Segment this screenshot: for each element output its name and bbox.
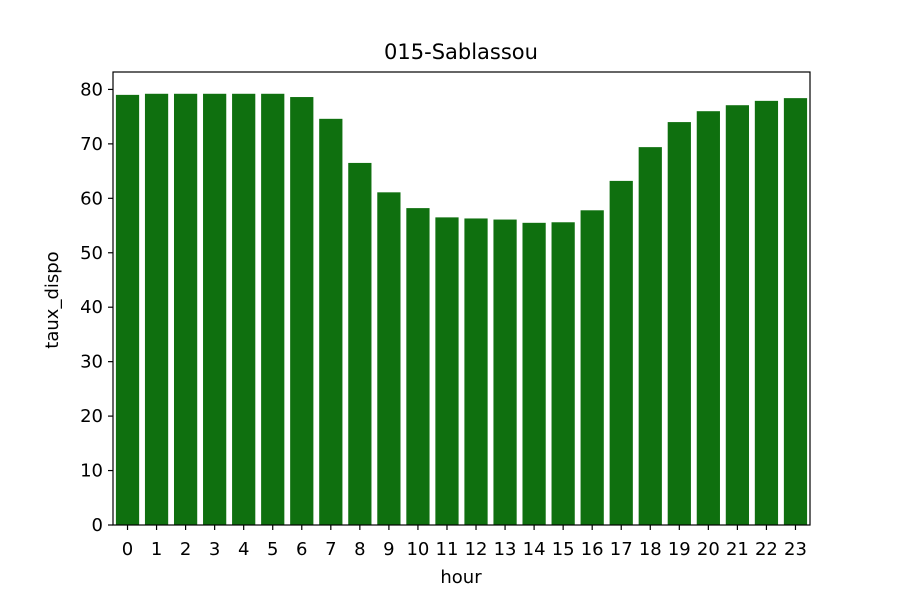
bar-hour-9 xyxy=(377,192,401,525)
bar-hour-6 xyxy=(290,97,314,526)
bar-hour-7 xyxy=(319,118,343,525)
x-tick-label: 15 xyxy=(552,539,575,560)
bar-hour-10 xyxy=(406,208,430,525)
bar-hour-15 xyxy=(551,222,575,525)
y-tick-label: 40 xyxy=(80,297,103,318)
x-tick-label: 6 xyxy=(296,539,307,560)
bar-hour-16 xyxy=(580,210,604,526)
x-tick-label: 16 xyxy=(581,539,604,560)
x-tick-label: 12 xyxy=(465,539,488,560)
bar-hour-12 xyxy=(464,218,488,525)
bar-hour-17 xyxy=(609,180,633,525)
bar-hour-14 xyxy=(522,222,546,525)
y-tick-label: 0 xyxy=(92,515,103,536)
bars-group xyxy=(115,93,808,526)
y-tick-label: 20 xyxy=(80,406,103,427)
bar-hour-21 xyxy=(725,105,750,525)
y-tick-label: 70 xyxy=(80,134,103,155)
x-tick-label: 23 xyxy=(784,539,807,560)
x-axis-label: hour xyxy=(440,567,482,588)
bar-hour-5 xyxy=(261,93,285,526)
x-tick-label: 3 xyxy=(209,539,220,560)
chart-title: 015-Sablassou xyxy=(384,40,538,64)
x-axis: 0 1 2 3 4 5 6 7 8 9 10 11 12 13 14 15 16 17 18 19 20 21 22 23 xyxy=(122,525,807,560)
x-tick-label: 9 xyxy=(383,539,394,560)
y-tick-label: 80 xyxy=(80,79,103,100)
bar-hour-8 xyxy=(348,162,372,525)
bar-hour-19 xyxy=(667,122,691,526)
bar-hour-20 xyxy=(696,111,720,526)
x-tick-label: 5 xyxy=(267,539,278,560)
x-tick-label: 0 xyxy=(122,539,133,560)
x-tick-label: 4 xyxy=(238,539,249,560)
bar-hour-3 xyxy=(203,93,227,526)
y-axis-label: taux_dispo xyxy=(42,251,63,348)
bar-hour-4 xyxy=(232,93,256,526)
y-tick-label: 30 xyxy=(80,352,103,373)
bar-hour-2 xyxy=(173,93,198,526)
bar-hour-22 xyxy=(754,100,779,526)
y-tick-label: 10 xyxy=(80,461,103,482)
x-tick-label: 10 xyxy=(406,539,429,560)
x-tick-label: 17 xyxy=(610,539,633,560)
y-axis: 0 10 20 30 40 50 60 70 80 xyxy=(80,79,113,536)
bar-hour-1 xyxy=(144,93,169,526)
bar-hour-13 xyxy=(493,219,517,525)
bar-hour-18 xyxy=(638,147,662,525)
x-tick-label: 20 xyxy=(697,539,720,560)
x-tick-label: 19 xyxy=(668,539,691,560)
x-tick-label: 21 xyxy=(726,539,749,560)
x-tick-label: 7 xyxy=(325,539,336,560)
x-tick-label: 14 xyxy=(523,539,546,560)
x-tick-label: 2 xyxy=(180,539,191,560)
bar-hour-23 xyxy=(783,98,808,525)
y-tick-label: 50 xyxy=(80,243,103,264)
x-tick-label: 8 xyxy=(354,539,365,560)
bar-hour-0 xyxy=(115,94,140,525)
x-tick-label: 18 xyxy=(639,539,662,560)
bar-hour-11 xyxy=(435,217,459,526)
plot-frame xyxy=(112,71,811,526)
x-tick-label: 13 xyxy=(494,539,517,560)
x-tick-label: 1 xyxy=(151,539,162,560)
y-tick-label: 60 xyxy=(80,188,103,209)
x-tick-label: 22 xyxy=(755,539,778,560)
x-tick-label: 11 xyxy=(436,539,459,560)
